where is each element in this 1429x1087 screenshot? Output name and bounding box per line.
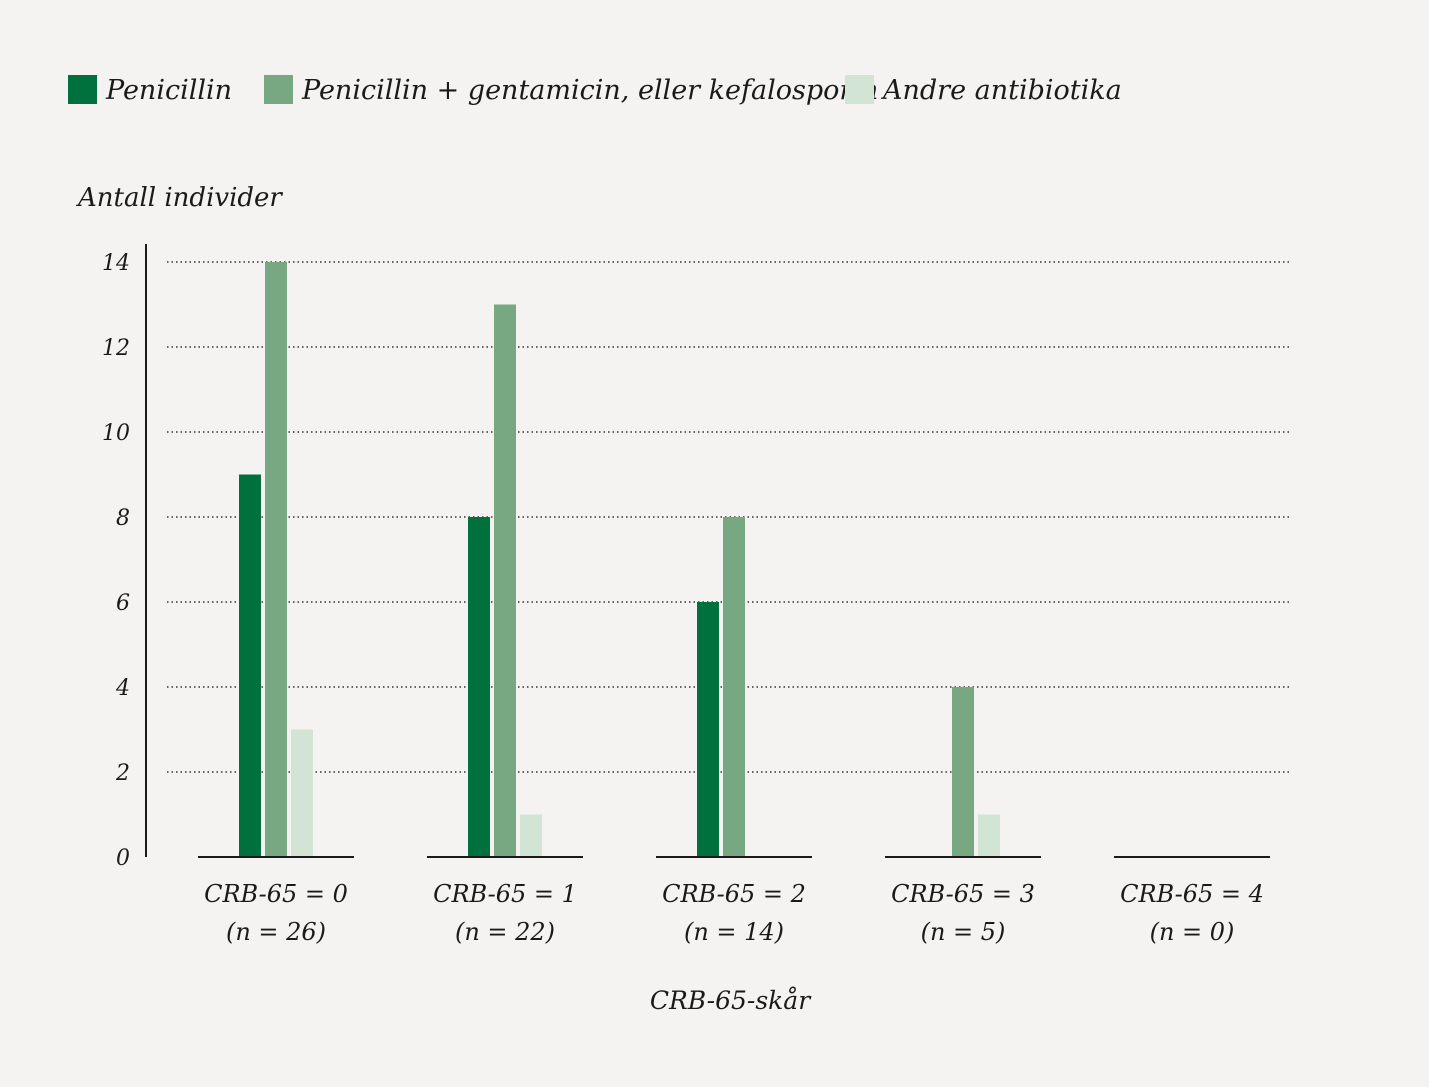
legend-label: Andre antibiotika (880, 75, 1122, 106)
bar (520, 814, 542, 857)
bar (697, 602, 719, 857)
x-tick-label: CRB-65 = 0 (204, 880, 348, 908)
y-tick-label: 14 (102, 251, 130, 276)
legend-swatch (68, 75, 97, 104)
legend-label: Penicillin + gentamicin, eller kefalospo… (301, 75, 878, 106)
bar (239, 474, 261, 857)
bar (723, 517, 745, 857)
bar (494, 304, 516, 857)
y-tick-label: 10 (102, 421, 130, 446)
y-tick-label: 0 (116, 846, 130, 871)
x-tick-sublabel: (n = 0) (1150, 918, 1235, 946)
y-tick-label: 4 (115, 676, 130, 701)
x-tick-sublabel: (n = 14) (684, 918, 784, 946)
x-tick-label: CRB-65 = 1 (433, 880, 577, 908)
legend-swatch (845, 75, 874, 104)
legend-swatch (264, 75, 293, 104)
y-tick-label: 8 (116, 506, 130, 531)
bar (291, 729, 313, 857)
y-tick-label: 12 (102, 336, 130, 361)
x-tick-label: CRB-65 = 2 (662, 880, 806, 908)
y-tick-label: 2 (115, 761, 130, 786)
bar (978, 814, 1000, 857)
bar (952, 687, 974, 857)
y-axis-title: Antall individer (76, 183, 283, 213)
bar (468, 517, 490, 857)
x-tick-sublabel: (n = 5) (921, 918, 1006, 946)
x-tick-label: CRB-65 = 3 (891, 880, 1035, 908)
legend-label: Penicillin (105, 75, 232, 106)
x-tick-sublabel: (n = 22) (455, 918, 555, 946)
x-axis-title: CRB-65-skår (650, 986, 812, 1015)
bar (265, 262, 287, 857)
x-tick-label: CRB-65 = 4 (1120, 880, 1264, 908)
x-tick-sublabel: (n = 26) (226, 918, 326, 946)
y-tick-label: 6 (116, 591, 130, 616)
